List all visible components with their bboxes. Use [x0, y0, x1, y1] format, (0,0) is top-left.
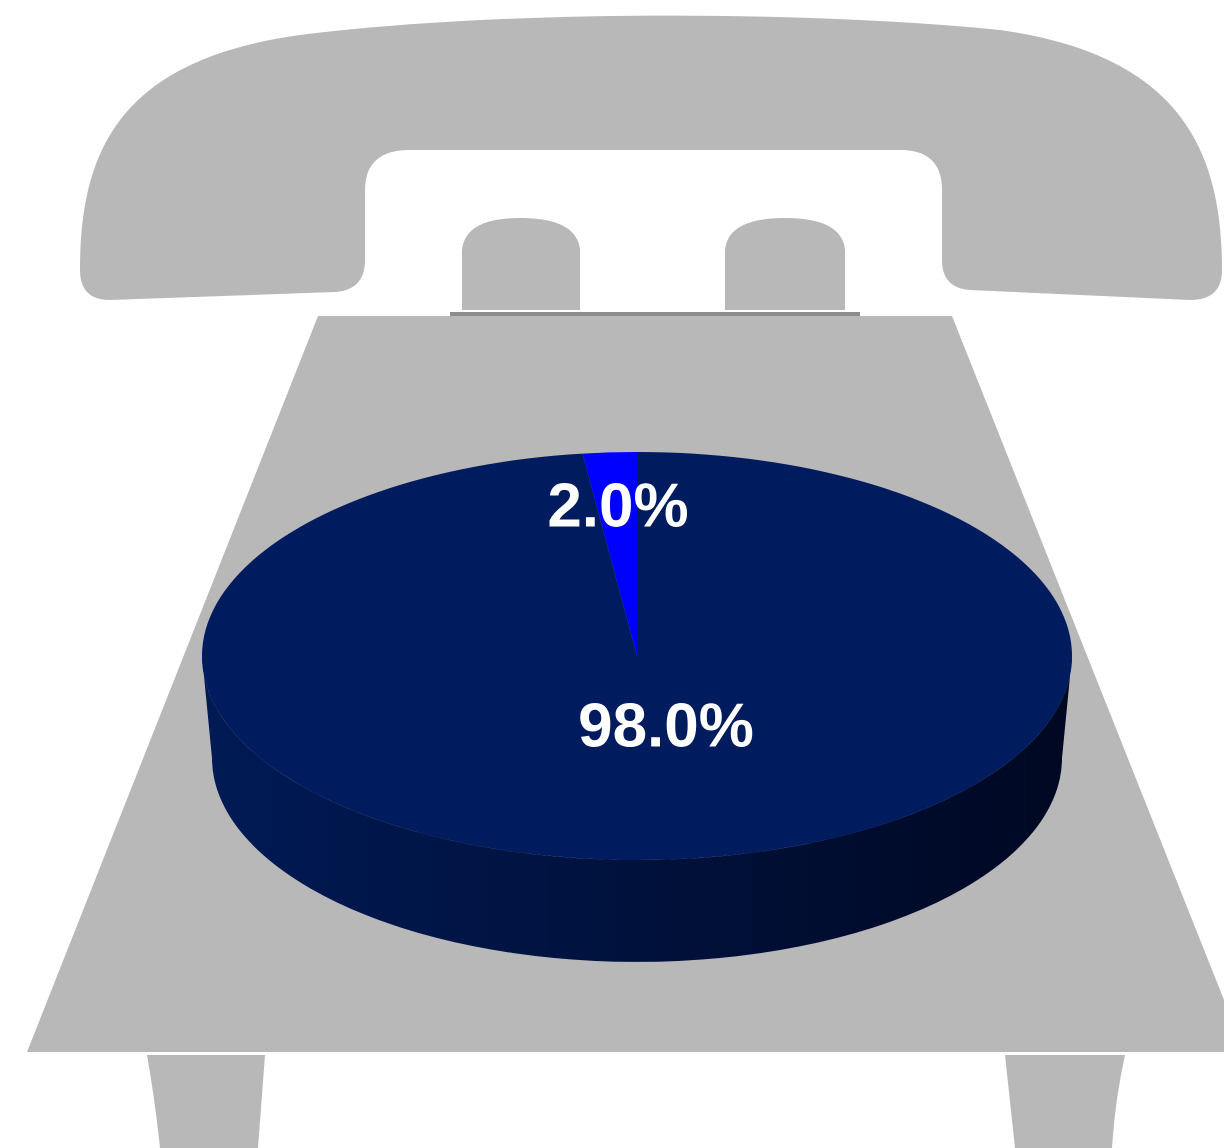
pie-slice [202, 452, 1073, 860]
peg [725, 218, 845, 310]
data-label: 98.0% [578, 691, 754, 760]
pie-slice [582, 452, 637, 656]
pie-side [202, 656, 1072, 962]
cradle-line [450, 312, 860, 316]
peg [462, 218, 580, 310]
handset [80, 15, 1222, 300]
pie: 2.0% 98.0% [202, 452, 1073, 962]
foot [147, 1055, 265, 1148]
foot [1005, 1055, 1125, 1148]
data-label: 2.0% [547, 471, 688, 540]
